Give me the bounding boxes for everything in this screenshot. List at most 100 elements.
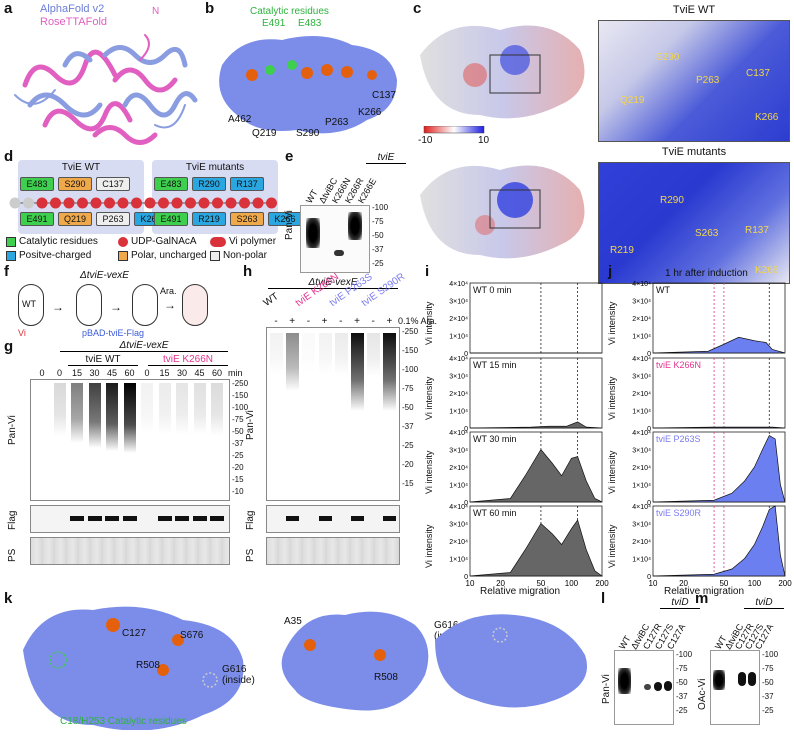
zoom-mut-r290: R290: [660, 195, 684, 206]
g-band: [71, 383, 83, 443]
h-band: [334, 333, 348, 377]
g-flag-band: [157, 516, 172, 521]
y-tick-label: 0: [464, 500, 468, 507]
g-group-k266n: tviE K266N: [148, 354, 228, 366]
migration-area: [469, 448, 603, 503]
y-tick-label: 4×10⁴: [449, 356, 468, 363]
d-wt-box-c137: C137: [96, 177, 130, 191]
y-tick-label: 3×10⁴: [449, 522, 468, 529]
k-a35: A35: [284, 616, 302, 627]
chart-title-i-1: WT 15 min: [473, 360, 517, 370]
vi-polymer-bead: [90, 197, 102, 209]
y-tick-label: 3×10⁴: [632, 374, 651, 381]
chart-title-j-2: tviE P263S: [656, 434, 701, 444]
chart-title-i-3: WT 60 min: [473, 508, 517, 518]
k-r508: R508: [136, 660, 160, 671]
g-time-3: 30: [89, 368, 100, 378]
panel-i-label: i: [425, 263, 430, 280]
g-mw-1: -150: [232, 391, 249, 400]
vi-polymer-bead: [252, 197, 264, 209]
migration-area: [652, 336, 786, 354]
y-tick-label: 3×10⁴: [449, 448, 468, 455]
h-band: [383, 333, 397, 411]
g-mw-8: -15: [232, 475, 244, 484]
h-mw-8: -15: [402, 479, 414, 488]
h-blot-flag: [266, 505, 400, 533]
vi-polymer-bead: [23, 197, 34, 209]
g-flag-band: [210, 516, 224, 521]
residue-e491: E491: [262, 18, 286, 29]
protein-ribbon-structure: [14, 34, 198, 145]
zoom-mut-r137: R137: [745, 225, 769, 236]
y-tick-label: 4×10⁴: [632, 504, 651, 511]
y-tick-label: 4×10⁴: [632, 281, 651, 288]
g-band: [88, 383, 101, 448]
panel-c-label: c: [413, 0, 422, 17]
g-time-4: 45: [106, 368, 117, 378]
k-c127: C127: [122, 628, 146, 639]
panel-j-label: j: [608, 263, 613, 280]
g-flag-band: [87, 516, 102, 521]
zoom-wt-s290: S290: [656, 52, 680, 63]
y-tick-label: 4×10⁴: [449, 430, 468, 437]
g-band: [176, 383, 188, 435]
g-band: [158, 383, 171, 435]
migration-area: [652, 435, 786, 503]
panel-k-label: k: [4, 590, 13, 607]
zoom-wt-box: [598, 20, 790, 142]
residue-p263: P263: [325, 117, 349, 128]
y-tick-label: 1×10⁴: [449, 557, 468, 564]
legend-vi-polymer: Vi polymer: [229, 236, 277, 247]
h-mw-1: -150: [402, 346, 419, 355]
h-sign-2: -: [306, 316, 311, 327]
m-mw-3: -37: [762, 692, 774, 701]
e-mw-1: -75: [372, 217, 384, 226]
h-mw-5: -37: [402, 422, 414, 431]
l-band-c127s: [654, 682, 662, 691]
h-mw-6: -25: [402, 441, 414, 450]
h-flag-band: [383, 516, 397, 521]
y-tick-label: 4×10⁴: [449, 504, 468, 511]
electrostatic-surface-wt: [420, 25, 585, 119]
y-tick-label: 1×10⁴: [632, 334, 651, 341]
h-ara: 0.1% Ara.: [398, 316, 438, 326]
x-tick-label: 20: [496, 579, 505, 588]
chart-title-i-0: WT 0 min: [473, 285, 512, 295]
l-band-c127a: [664, 681, 672, 691]
g-mw-2: -100: [232, 403, 249, 412]
y-tick-label: 1×10⁴: [449, 334, 468, 341]
zoom-mut-r219: R219: [610, 245, 634, 256]
h-blot-panvi: [266, 327, 400, 501]
legend-polar: Polar, uncharged: [131, 250, 207, 261]
h-strain: ΔtviE-vexE: [268, 277, 398, 289]
g-mw-9: -10: [232, 487, 244, 496]
panel-g-label: g: [4, 338, 14, 355]
d-mut-box-e483: E483: [154, 177, 188, 191]
y-tick-label: 2×10⁴: [632, 465, 651, 472]
h-sign-6: -: [371, 316, 375, 327]
f-vi-cell: [182, 284, 208, 326]
y-tick-label: 0: [464, 426, 468, 433]
y-tick-label: 1×10⁴: [632, 409, 651, 416]
e-group-tvie: tviE: [366, 152, 406, 164]
y-tick-label: 2×10⁴: [632, 316, 651, 323]
surface-structure-b: [219, 36, 397, 134]
f-ara: Ara.: [160, 286, 177, 296]
y-tick-label: 2×10⁴: [449, 391, 468, 398]
panel-l-label: l: [601, 590, 606, 607]
chart-title-i-2: WT 30 min: [473, 434, 517, 444]
chart-title-j-1: tviE K266N: [656, 360, 702, 370]
y-tick-label: 1×10⁴: [449, 409, 468, 416]
d-wt-box-s290: S290: [58, 177, 92, 191]
d-mut-box-r290: R290: [192, 177, 226, 191]
e-mw-2: -50: [372, 231, 384, 240]
g-band: [193, 383, 206, 436]
g-flag-band: [122, 516, 137, 521]
vi-polymer-bead: [9, 197, 21, 209]
g-band: [141, 383, 153, 434]
f-arrow-3: →: [164, 298, 176, 312]
d-wt-box-e491: E491: [20, 212, 54, 226]
h-mw-4: -50: [402, 403, 414, 412]
k-catalytic: C18/H253 Catalytic residues: [60, 716, 187, 727]
zoom-wt-q219: Q219: [620, 95, 645, 106]
